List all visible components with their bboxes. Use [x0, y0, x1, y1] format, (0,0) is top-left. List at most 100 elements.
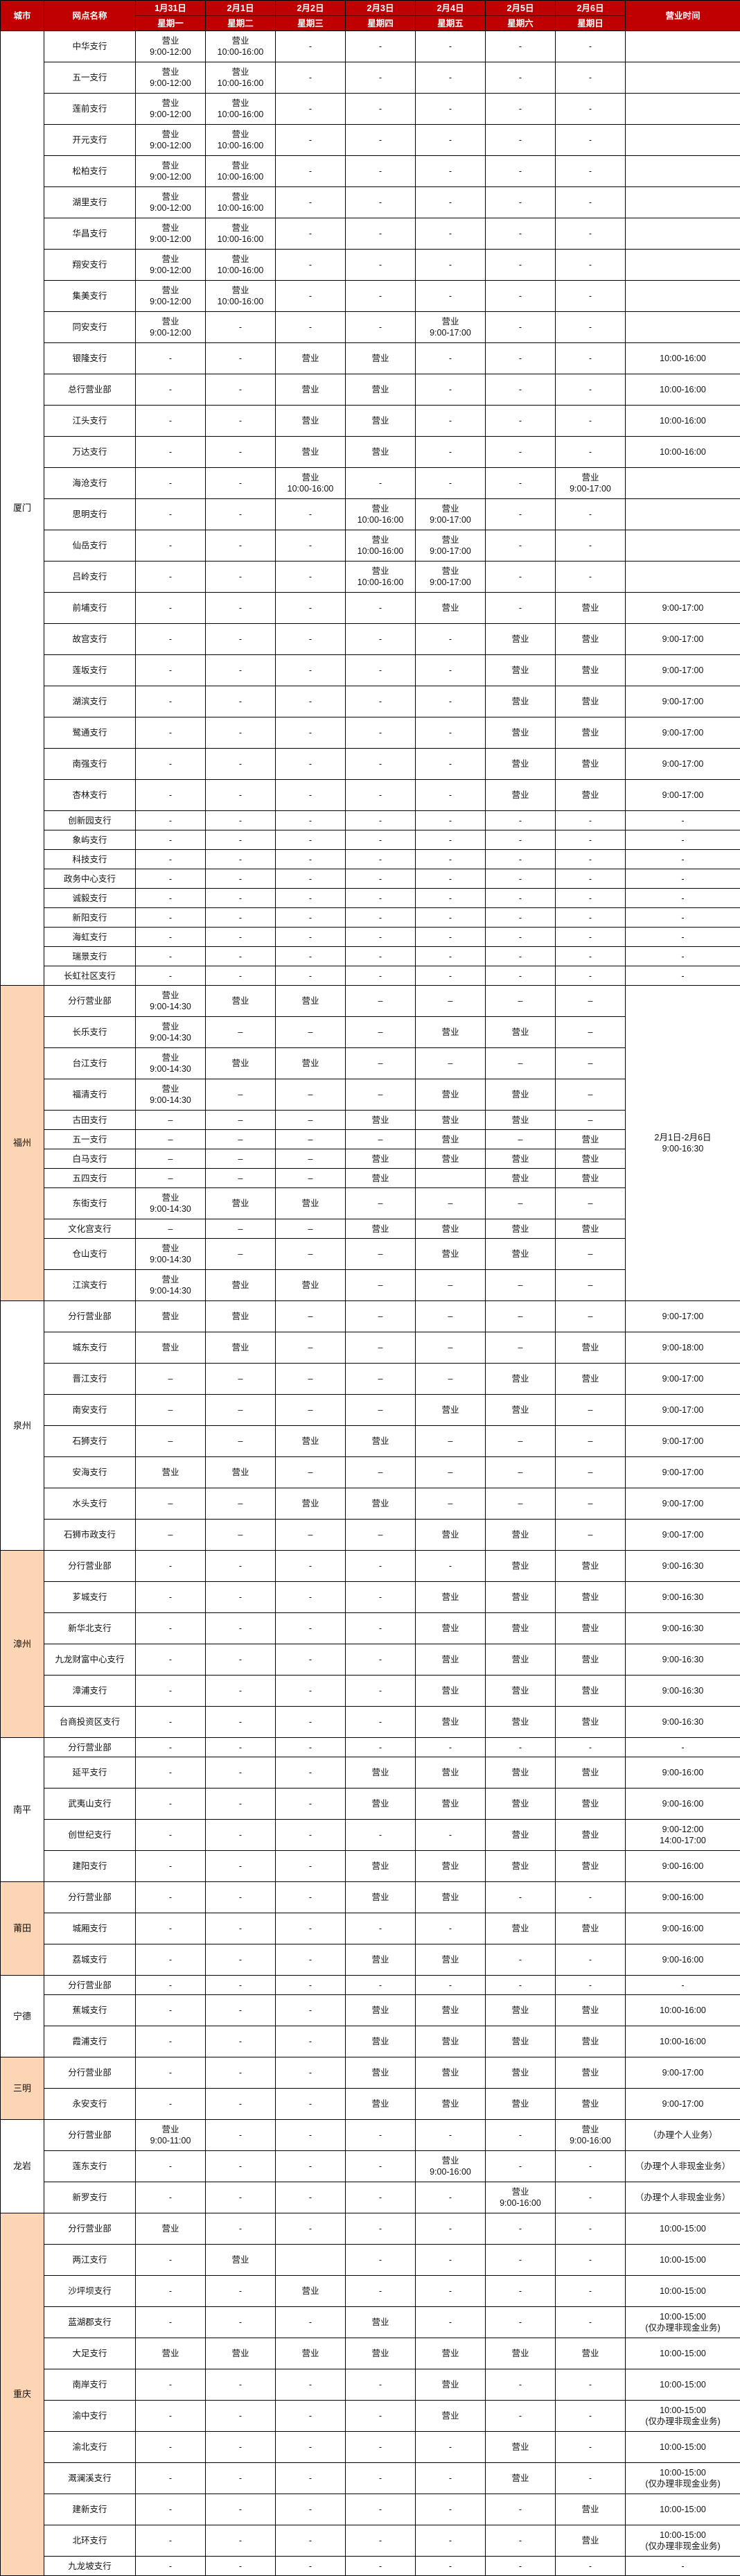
- day-status-cell: –: [276, 1169, 346, 1188]
- branch-name: 漳浦支行: [44, 1676, 136, 1707]
- branch-name: 城厢支行: [44, 1913, 136, 1944]
- branch-name: 晋江支行: [44, 1364, 136, 1395]
- day-status-cell: -: [276, 1851, 346, 1882]
- day-status-cell: -: [276, 2525, 346, 2557]
- day-status-cell: -: [416, 2276, 486, 2307]
- day-status-cell: -: [416, 966, 486, 986]
- branch-name: 诚毅支行: [44, 889, 136, 908]
- hours-cell: [626, 281, 740, 312]
- day-status-cell: –: [346, 1079, 416, 1111]
- day-status-cell: 营业: [346, 1111, 416, 1130]
- day-status-cell: –: [136, 1111, 206, 1130]
- table-row: 九龙坡支行--------: [1, 2557, 740, 2576]
- day-status-cell: -: [486, 2494, 556, 2525]
- branch-name: 分行营业部: [44, 1738, 136, 1757]
- table-row: 泉州分行营业部营业营业–––––9:00-17:00: [1, 1301, 740, 1332]
- day-status-cell: 营业 9:00-16:00: [486, 2182, 556, 2213]
- day-status-cell: 营业: [416, 2401, 486, 2432]
- day-status-cell: -: [416, 889, 486, 908]
- day-status-cell: -: [206, 1789, 276, 1820]
- hours-cell: -: [626, 1976, 740, 1995]
- day-status-cell: -: [206, 1882, 276, 1913]
- day-status-cell: 营业: [416, 1944, 486, 1976]
- day-status-cell: –: [206, 1520, 276, 1551]
- table-row: 银隆支行--营业营业---10:00-16:00: [1, 343, 740, 374]
- day-status-cell: 营业: [416, 1707, 486, 1738]
- day-status-cell: -: [346, 686, 416, 717]
- day-status-cell: 营业 9:00-16:00: [556, 2120, 626, 2151]
- day-status-cell: –: [206, 1130, 276, 1149]
- day-status-cell: -: [416, 125, 486, 156]
- day-status-cell: -: [276, 2026, 346, 2057]
- day-status-cell: -: [276, 94, 346, 125]
- day-status-cell: –: [346, 1188, 416, 1219]
- day-status-cell: -: [556, 530, 626, 562]
- day-status-cell: 营业: [556, 717, 626, 749]
- day-status-cell: -: [206, 2276, 276, 2307]
- day-status-cell: 营业: [206, 2245, 276, 2276]
- day-status-cell: 营业 10:00-16:00: [206, 62, 276, 94]
- day-status-cell: -: [346, 2245, 416, 2276]
- day-status-cell: -: [416, 281, 486, 312]
- day-status-cell: -: [486, 908, 556, 928]
- day-status-cell: -: [136, 499, 206, 530]
- hours-cell: 10:00-15:00: [626, 2494, 740, 2525]
- day-status-cell: -: [556, 966, 626, 986]
- day-status-cell: -: [416, 908, 486, 928]
- hours-cell: -: [626, 869, 740, 889]
- day-status-cell: 营业: [486, 1017, 556, 1048]
- day-status-cell: -: [486, 2276, 556, 2307]
- day-status-cell: -: [206, 406, 276, 437]
- day-status-cell: –: [206, 1239, 276, 1270]
- branch-name: 建新支行: [44, 2494, 136, 2525]
- day-status-cell: –: [346, 1017, 416, 1048]
- day-status-cell: -: [486, 437, 556, 468]
- day-status-cell: –: [556, 1048, 626, 1079]
- day-status-cell: 营业 9:00-17:00: [416, 562, 486, 593]
- day-status-cell: 营业: [556, 749, 626, 780]
- day-status-cell: -: [556, 343, 626, 374]
- table-row: 南平分行营业部--------: [1, 1738, 740, 1757]
- day-status-cell: –: [206, 1426, 276, 1457]
- day-status-cell: 营业: [416, 2369, 486, 2401]
- day-status-cell: -: [136, 437, 206, 468]
- hours-cell: -: [626, 2557, 740, 2576]
- day-status-cell: 营业: [346, 1219, 416, 1239]
- day-status-cell: 营业: [276, 374, 346, 406]
- day-status-cell: 营业 9:00-14:30: [136, 1270, 206, 1301]
- day-status-cell: -: [136, 1913, 206, 1944]
- branch-name: 故宫支行: [44, 624, 136, 655]
- day-status-cell: -: [136, 2525, 206, 2557]
- day-status-cell: 营业: [486, 1613, 556, 1644]
- city-cell: 莆田: [1, 1882, 44, 1976]
- day-status-cell: 营业: [556, 1851, 626, 1882]
- header-weekday: 星期日: [556, 16, 626, 31]
- day-status-cell: 营业 9:00-12:00: [136, 156, 206, 187]
- day-status-cell: -: [206, 1551, 276, 1582]
- branch-name: 沙坪坝支行: [44, 2276, 136, 2307]
- branch-name: 渝中支行: [44, 2401, 136, 2432]
- day-status-cell: -: [136, 1976, 206, 1995]
- day-status-cell: -: [206, 2401, 276, 2432]
- day-status-cell: 营业: [556, 1644, 626, 1676]
- day-status-cell: -: [206, 2525, 276, 2557]
- day-status-cell: 营业: [416, 1582, 486, 1613]
- day-status-cell: -: [346, 1644, 416, 1676]
- day-status-cell: -: [416, 749, 486, 780]
- branch-name: 溉澜溪支行: [44, 2463, 136, 2494]
- day-status-cell: -: [346, 2494, 416, 2525]
- branch-name: 五四支行: [44, 1169, 136, 1188]
- table-row: 象屿支行--------: [1, 830, 740, 850]
- hours-cell: [626, 187, 740, 218]
- day-status-cell: -: [136, 908, 206, 928]
- hours-cell: 9:00-17:00: [626, 749, 740, 780]
- day-status-cell: -: [206, 624, 276, 655]
- branch-name: 集美支行: [44, 281, 136, 312]
- day-status-cell: –: [346, 1301, 416, 1332]
- branch-name: 五一支行: [44, 62, 136, 94]
- day-status-cell: 营业: [346, 1426, 416, 1457]
